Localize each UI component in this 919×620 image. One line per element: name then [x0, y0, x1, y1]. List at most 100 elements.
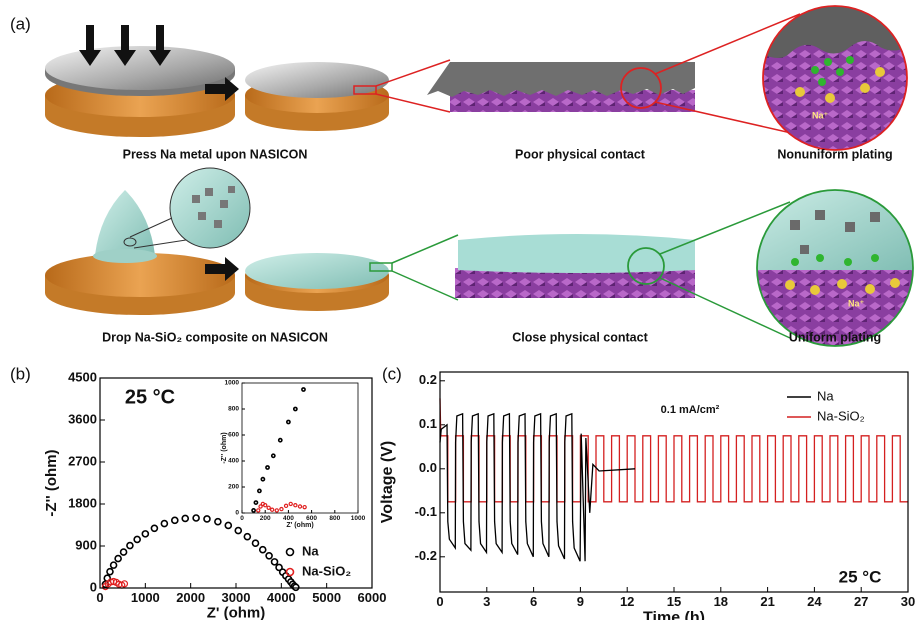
panel-label: (c) — [382, 364, 402, 383]
y-tick-label: 0.1 — [419, 416, 437, 431]
x-tick-label: 800 — [329, 515, 340, 522]
data-point — [106, 567, 114, 576]
data-point — [258, 504, 263, 509]
x-tick-label: 0 — [240, 515, 244, 522]
data-point — [126, 541, 134, 550]
y-tick-label: 3600 — [68, 411, 97, 426]
caption: Drop Na-SiO₂ composite on NASICON — [102, 330, 328, 344]
data-point — [192, 514, 200, 522]
caption: Close physical contact — [512, 330, 648, 344]
data-point — [234, 526, 243, 535]
data-point — [141, 530, 150, 538]
plot-frame — [439, 371, 909, 593]
caption: Uniform plating — [789, 330, 881, 344]
data-point — [160, 519, 169, 528]
data-point — [256, 488, 262, 494]
x-tick-label: 18 — [714, 594, 728, 609]
y-tick-label: -0.2 — [415, 548, 437, 563]
caption: Nonuniform plating — [777, 147, 892, 161]
y-axis-title: -Z'' (ohm) — [221, 432, 228, 463]
x-tick-label: 0 — [436, 594, 443, 609]
x-axis-title: Z' (ohm) — [207, 604, 266, 620]
data-point — [243, 532, 252, 541]
y-tick-label: -0.1 — [415, 504, 437, 519]
x-axis-title: Z' (ohm) — [286, 522, 313, 529]
data-point — [253, 500, 259, 506]
y-tick-label: 2700 — [68, 453, 97, 468]
x-tick-label: 400 — [283, 515, 294, 522]
y-tick-label: 1000 — [225, 380, 240, 387]
data-point — [297, 504, 303, 509]
x-tick-label: 1000 — [351, 515, 366, 522]
data-point — [109, 561, 118, 569]
y-axis-title: -Z'' (ohm) — [43, 449, 60, 516]
data-point — [269, 507, 275, 512]
y-tick-label: 0 — [90, 579, 97, 594]
legend-swatch — [285, 547, 295, 557]
data-point — [279, 506, 284, 512]
data-line — [439, 412, 636, 562]
data-point — [251, 507, 257, 513]
data-point — [266, 505, 271, 510]
data-point — [133, 535, 141, 544]
x-tick-label: 0 — [96, 590, 103, 605]
y-tick-label: 0.0 — [419, 460, 437, 475]
data-point — [258, 545, 267, 554]
y-tick-label: 0.2 — [419, 372, 437, 387]
data-point — [150, 524, 159, 533]
x-tick-label: 2000 — [176, 590, 205, 605]
data-point — [256, 508, 261, 513]
plot-frame — [99, 377, 373, 589]
caption: Press Na metal upon NASICON — [123, 147, 308, 161]
data-point — [288, 501, 293, 507]
x-tick-label: 5000 — [312, 590, 341, 605]
data-point — [260, 476, 266, 482]
x-tick-label: 9 — [577, 594, 584, 609]
annotation: 25 °C — [125, 386, 175, 408]
inset-background — [242, 383, 358, 513]
x-tick-label: 600 — [306, 515, 317, 522]
legend-swatch — [285, 567, 295, 577]
annotation: 25 °C — [839, 567, 882, 586]
data-point — [171, 516, 179, 525]
data-point — [265, 551, 273, 560]
data-point — [292, 406, 298, 412]
data-point — [292, 583, 300, 592]
x-tick-label: 21 — [760, 594, 774, 609]
data-point — [224, 521, 233, 530]
data-point — [114, 554, 122, 563]
data-point — [283, 503, 289, 509]
y-tick-label: 400 — [228, 458, 239, 465]
data-point — [274, 508, 279, 513]
legend-label: Na-SiO₂ — [302, 563, 351, 578]
panel-label: (a) — [10, 14, 31, 33]
x-axis-title: Time (h) — [643, 610, 705, 620]
panel-label: (b) — [10, 364, 31, 383]
data-point — [265, 465, 270, 470]
x-tick-label: 200 — [260, 515, 271, 522]
ion-label: Na⁺ — [848, 298, 865, 308]
legend-label: Na — [817, 388, 834, 403]
data-point — [203, 515, 211, 523]
data-point — [120, 580, 129, 588]
x-tick-label: 6 — [530, 594, 537, 609]
data-point — [103, 574, 112, 583]
plot-frame — [241, 382, 359, 514]
x-tick-label: 4000 — [267, 590, 296, 605]
data-point — [263, 503, 268, 508]
y-tick-label: 200 — [228, 484, 239, 491]
y-tick-label: 1800 — [68, 495, 97, 510]
data-point — [277, 437, 283, 443]
x-tick-label: 30 — [901, 594, 915, 609]
data-point — [285, 419, 291, 425]
data-point — [119, 548, 128, 556]
y-axis-title: Voltage (V) — [379, 441, 396, 523]
x-tick-label: 3000 — [222, 590, 251, 605]
data-point — [214, 517, 222, 526]
legend-label: Na-SiO₂ — [817, 408, 865, 423]
data-point — [275, 563, 283, 572]
data-point — [293, 503, 298, 508]
y-tick-label: 0 — [235, 510, 239, 517]
panel-a-illustration — [45, 5, 914, 347]
